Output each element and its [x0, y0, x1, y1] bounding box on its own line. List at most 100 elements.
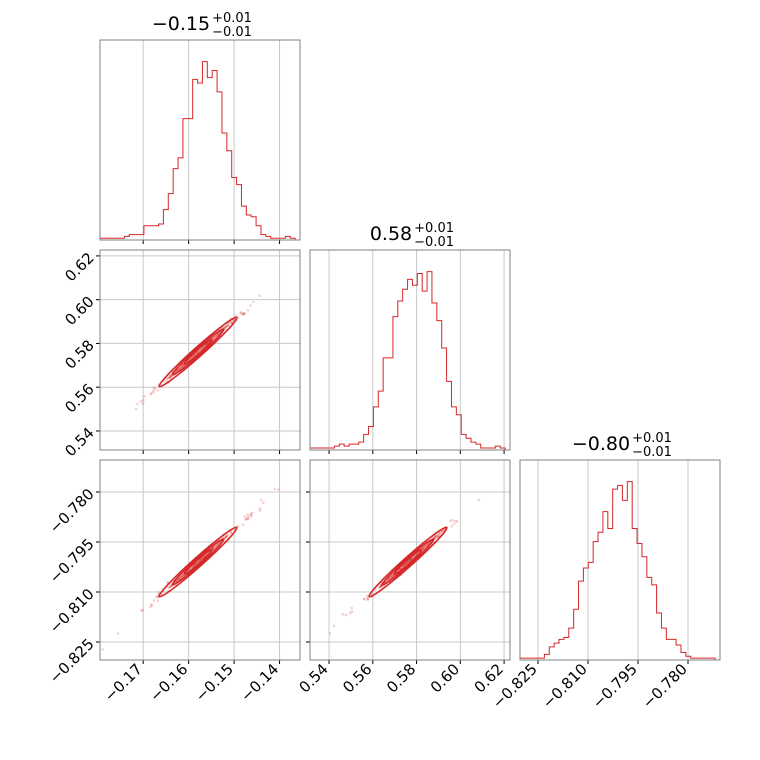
- x-tick-label-param2: 0.56: [339, 660, 375, 696]
- histogram-title-3-lower: −0.01: [632, 445, 672, 460]
- histogram-panel-1-frame: [99, 39, 301, 241]
- scatter-panel-1-3-sample-point: [259, 498, 263, 502]
- scatter-panel-2-3-sample-point: [350, 610, 354, 613]
- scatter-panel-1-3-sample-point: [262, 501, 265, 505]
- scatter-panel-2-3-sample-point: [341, 613, 345, 616]
- scatter-panel-1-2-sample-point: [149, 392, 153, 396]
- scatter-panel-1-2-sample-point: [227, 324, 230, 328]
- scatter-panel-1-3-sample-point: [141, 608, 145, 612]
- scatter-panel-2-3-sample-point: [365, 594, 369, 597]
- scatter-panel-1-2-sample-point: [241, 312, 244, 316]
- scatter-panel-1-3-sample-point: [273, 487, 277, 491]
- scatter-panel-1-2-sample-point: [162, 380, 166, 384]
- histogram-title-1-lower: −0.01: [212, 25, 252, 40]
- scatter-panel-2-3-sample-point: [449, 519, 452, 523]
- histogram-title-2: 0.58: [370, 223, 412, 245]
- x-tick-label-param1: −0.15: [192, 660, 237, 705]
- scatter-panel-1-3-sample-point: [249, 515, 253, 518]
- scatter-panel-1-3-sample-point: [236, 524, 240, 528]
- scatter-panel-2-3-sample-point: [366, 598, 370, 602]
- scatter-panel-1-3-sample-point: [250, 511, 254, 515]
- x-tick-label-param3: −0.810: [539, 660, 591, 712]
- scatter-panel-1-3-sample-point: [249, 513, 253, 517]
- scatter-panel-1-2-sample-point: [249, 304, 252, 308]
- scatter-panel-1-2-sample-point: [149, 391, 153, 395]
- scatter-panel-2-3-sample-point: [454, 519, 457, 523]
- scatter-panel-1-3-sample-point: [152, 599, 156, 602]
- x-tick-label-param3: −0.780: [639, 660, 691, 712]
- scatter-panel-1-2-sample-point: [152, 391, 155, 394]
- scatter-panel-1-2-sample-point: [139, 400, 143, 403]
- scatter-panel-1-2-sample-point: [156, 388, 159, 392]
- y-tick-label-param3: −0.825: [46, 635, 98, 687]
- scatter-panel-1-2-density-core: [168, 325, 228, 379]
- scatter-panel-1-3-sample-point: [165, 580, 169, 584]
- scatter-panel-2-3-sample-point: [366, 597, 370, 600]
- scatter-panel-1-3-sample-point: [156, 599, 160, 602]
- y-tick-label-param2: 0.60: [61, 293, 97, 329]
- scatter-panel-2-3-sample-point: [362, 597, 366, 600]
- histogram-panel-1-background: [100, 40, 300, 240]
- scatter-panel-1-3-sample-point: [229, 530, 233, 534]
- scatter-panel-1-3-sample-point: [258, 509, 262, 512]
- scatter-panel-1-2-sample-point: [243, 312, 246, 316]
- scatter-panel-1-3-sample-point: [244, 518, 247, 521]
- scatter-panel-1-2-contour-1: [158, 316, 238, 388]
- scatter-panel-1-2-sample-point: [165, 379, 168, 382]
- scatter-panel-1-3-sample-point: [249, 512, 252, 516]
- scatter-panel-1-3-sample-point: [247, 515, 250, 519]
- histogram-panel-3-step-line: [520, 481, 720, 661]
- scatter-panel-1-2-sample-point: [153, 387, 157, 390]
- x-tick-label-param1: −0.16: [146, 660, 191, 705]
- scatter-panel-2-3-sample-point: [332, 624, 336, 628]
- scatter-panel-1-3-sample-point: [246, 517, 249, 520]
- histogram-panel-2-background: [310, 250, 510, 450]
- scatter-panel-2-3-sample-point: [442, 528, 446, 531]
- x-tick-label-param2: 0.58: [383, 660, 419, 696]
- scatter-panel-1-3-sample-point: [154, 596, 158, 599]
- scatter-panel-2-3-sample-point: [363, 598, 366, 601]
- scatter-panel-1-3-sample-point: [243, 515, 247, 518]
- scatter-panel-1-2-sample-point: [232, 319, 235, 322]
- scatter-panel-1-3-sample-point: [116, 632, 120, 635]
- y-tick-label-param2: 0.62: [61, 249, 97, 285]
- x-tick-label-param1: −0.17: [101, 660, 146, 705]
- scatter-panel-1-3-sample-point: [149, 603, 153, 606]
- histogram-title-1-upper: +0.01: [212, 11, 252, 26]
- scatter-panel-1-3-sample-point: [229, 530, 232, 534]
- scatter-panel-1-2-sample-point: [246, 309, 250, 312]
- scatter-panel-1-2-sample-point: [134, 407, 138, 411]
- scatter-panel-1-3-density-core: [168, 535, 228, 589]
- x-tick-label-param3: −0.795: [589, 660, 641, 712]
- y-tick-label-param2: 0.56: [61, 380, 97, 416]
- scatter-panel-1-3-sample-point: [101, 648, 104, 651]
- scatter-panel-2-3-contour-1: [368, 526, 448, 598]
- y-tick-label-param3: −0.780: [46, 485, 98, 537]
- scatter-panel-2-3-sample-point: [438, 531, 442, 534]
- scatter-panel-1-3-sample-point: [150, 604, 154, 607]
- histogram-panel-2-frame: [309, 249, 511, 451]
- scatter-panel-1-2-sample-point: [258, 294, 261, 298]
- scatter-panel-2-3-sample-point: [350, 606, 354, 610]
- scatter-panel-2-3-sample-point: [344, 613, 348, 617]
- scatter-panel-1-2-sample-point: [239, 311, 243, 315]
- scatter-panel-1-2-sample-point: [142, 398, 145, 402]
- scatter-panel-1-3-sample-point: [247, 517, 250, 521]
- scatter-panel-2-3-sample-point: [366, 596, 370, 600]
- y-tick-label-param2: 0.54: [61, 424, 97, 460]
- x-tick-label-param1: −0.14: [237, 660, 282, 705]
- scatter-panel-1-3-sample-point: [277, 488, 280, 491]
- scatter-panel-1-3-sample-point: [226, 533, 230, 536]
- y-tick-label-param2: 0.58: [61, 336, 97, 372]
- scatter-panel-2-3-sample-point: [455, 520, 459, 523]
- scatter-panel-1-2-sample-point: [141, 402, 145, 406]
- histogram-panel-3-frame: [519, 459, 721, 661]
- histogram-panel-3-background: [520, 460, 720, 660]
- scatter-panel-2-3-sample-point: [328, 632, 332, 635]
- x-tick-label-param2: 0.54: [296, 660, 332, 696]
- scatter-panel-1-2-sample-point: [230, 321, 233, 325]
- histogram-title-3: −0.80: [572, 433, 630, 455]
- histogram-panel-2-step-line: [310, 271, 510, 451]
- scatter-panel-1-2-sample-point: [242, 313, 245, 316]
